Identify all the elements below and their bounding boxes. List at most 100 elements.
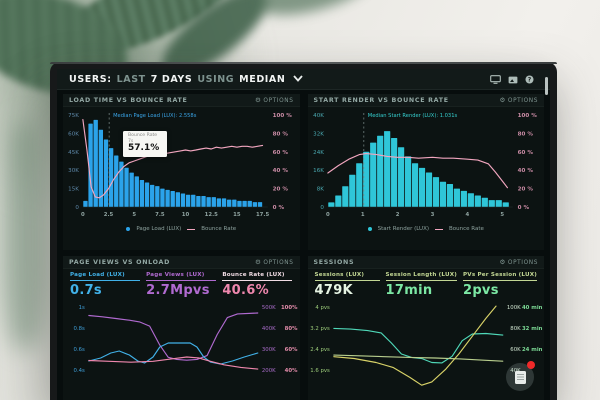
svg-text:0.4s: 0.4s — [74, 368, 86, 374]
svg-text:100%: 100% — [281, 305, 298, 311]
tooltip-value: 57.1% — [128, 143, 160, 154]
gear-icon: ⚙ — [254, 258, 262, 267]
svg-text:100 %: 100 % — [517, 113, 537, 119]
header-last-label: LAST — [116, 74, 146, 85]
svg-text:60K: 60K — [510, 347, 521, 353]
header-metric-value: MEDIAN — [239, 74, 286, 85]
gear-icon: ⚙ — [254, 96, 262, 105]
svg-text:17.5: 17.5 — [256, 212, 269, 218]
header-using-label: USING — [197, 74, 235, 85]
help-icon[interactable]: ? — [525, 75, 534, 84]
svg-text:400K: 400K — [262, 326, 276, 332]
svg-text:10: 10 — [182, 212, 190, 218]
svg-text:0: 0 — [320, 205, 324, 211]
metric-sessions[interactable]: Sessions (LUX) 479K — [314, 272, 380, 298]
svg-text:16K: 16K — [313, 168, 324, 174]
svg-text:20 %: 20 % — [517, 187, 533, 193]
plant-leaf — [2, 120, 48, 350]
svg-text:2.4 pvs: 2.4 pvs — [310, 347, 330, 353]
users-range-dropdown[interactable]: USERS: LAST 7 DAYS USING MEDIAN — [69, 74, 304, 85]
legend-line-swatch — [187, 228, 196, 230]
svg-text:60 %: 60 % — [517, 150, 533, 156]
svg-text:0 %: 0 % — [273, 205, 285, 211]
svg-text:80K: 80K — [510, 326, 521, 332]
legend-line-swatch — [435, 228, 443, 230]
svg-text:32 min: 32 min — [521, 326, 542, 332]
plant-leaf — [251, 0, 379, 25]
svg-text:4: 4 — [465, 212, 469, 218]
svg-text:40 %: 40 % — [517, 168, 533, 174]
svg-text:15K: 15K — [68, 187, 79, 193]
svg-text:1s: 1s — [79, 305, 85, 311]
svg-text:80 %: 80 % — [273, 131, 289, 137]
metric-session-length[interactable]: Session Length (LUX) 17min — [385, 272, 457, 298]
svg-text:100K: 100K — [506, 305, 520, 311]
scrollbar[interactable] — [545, 77, 548, 95]
dashboard-screen: USERS: LAST 7 DAYS USING MEDIAN ? — [57, 69, 550, 400]
options-button[interactable]: ⚙ OPTIONS — [499, 258, 538, 267]
gear-icon: ⚙ — [499, 96, 506, 105]
svg-text:0.8s: 0.8s — [74, 326, 86, 332]
chevron-down-icon[interactable] — [293, 74, 304, 85]
svg-text:80 %: 80 % — [517, 131, 533, 137]
chart-tooltip: Bounce Rate 7s 57.1% — [123, 131, 167, 158]
svg-text:0: 0 — [75, 205, 79, 211]
options-button[interactable]: ⚙ OPTIONS — [254, 258, 294, 267]
legend-label: Bounce Rate — [201, 226, 237, 232]
svg-text:60K: 60K — [68, 131, 79, 137]
svg-text:500K: 500K — [262, 305, 276, 311]
dashboard-header: USERS: LAST 7 DAYS USING MEDIAN ? — [57, 69, 550, 90]
panel-grid: LOAD TIME VS BOUNCE RATE ⚙ OPTIONS 75K 60… — [63, 94, 544, 400]
svg-text:24K: 24K — [313, 150, 324, 156]
laptop: USERS: LAST 7 DAYS USING MEDIAN ? — [50, 62, 557, 400]
svg-text:40 %: 40 % — [273, 168, 289, 174]
notes-button[interactable] — [506, 361, 535, 391]
panel-load-time: LOAD TIME VS BOUNCE RATE ⚙ OPTIONS 75K 60… — [63, 94, 300, 250]
metric-page-views[interactable]: Page Views (LUX) 2.7Mpvs — [146, 272, 217, 298]
tooltip-title: Bounce Rate — [128, 133, 158, 138]
svg-text:3.2 pvs: 3.2 pvs — [310, 326, 330, 332]
legend-label: Page Load (LUX) — [136, 226, 182, 232]
legend-dot-swatch — [126, 227, 131, 231]
metric-row: Sessions (LUX) 479K Session Length (LUX)… — [308, 269, 545, 299]
svg-text:0.6s: 0.6s — [74, 347, 86, 353]
load-time-chart[interactable]: 75K 60K 45K 30K 15K 0 100 % 80 % 60 % 40 % 20 % 0 %… — [63, 107, 300, 225]
legend-label: Bounce Rate — [449, 226, 484, 232]
panel-start-render: START RENDER VS BOUNCE RATE ⚙ OPTIONS 40… — [307, 94, 545, 250]
notes-icon — [514, 370, 526, 384]
panel-sessions: SESSIONS ⚙ OPTIONS Sessions (LUX) 479K S… — [307, 256, 545, 400]
options-button[interactable]: ⚙ OPTIONS — [499, 96, 538, 105]
svg-text:12.5: 12.5 — [205, 212, 218, 218]
svg-text:30K: 30K — [68, 168, 79, 174]
svg-text:200K: 200K — [262, 368, 276, 374]
svg-text:?: ? — [528, 77, 532, 84]
page-views-chart[interactable]: 1s 0.8s 0.6s 0.4s 500K 100% 400K 80% 300K 60% 200K… — [63, 299, 300, 387]
svg-text:40 min: 40 min — [521, 305, 542, 311]
svg-text:60%: 60% — [285, 347, 298, 353]
header-range-value: 7 DAYS — [150, 74, 193, 85]
svg-text:20 %: 20 % — [273, 187, 289, 193]
metric-row: Page Load (LUX) 0.7s Page Views (LUX) 2.… — [63, 269, 300, 299]
legend-dot-swatch — [367, 227, 372, 231]
svg-text:300K: 300K — [262, 347, 276, 353]
svg-text:24 min: 24 min — [521, 347, 542, 353]
svg-text:3: 3 — [430, 212, 434, 218]
gear-icon: ⚙ — [499, 258, 506, 267]
svg-text:1: 1 — [360, 212, 364, 218]
start-render-chart[interactable]: 40K 32K 24K 16K 8K 0 100 % 80 % 60 % 40 % 20 % 0 % 0… — [308, 107, 545, 225]
svg-text:80%: 80% — [285, 326, 298, 332]
image-icon[interactable] — [508, 76, 518, 84]
monitor-icon[interactable] — [490, 75, 501, 84]
svg-text:40%: 40% — [285, 368, 298, 374]
svg-text:4 pvs: 4 pvs — [315, 305, 330, 311]
svg-text:5: 5 — [132, 212, 136, 218]
metric-bounce-rate[interactable]: Bounce Rate (LUX) 40.6% — [222, 272, 293, 298]
svg-text:7.5: 7.5 — [155, 212, 165, 218]
metric-pvs-per-session[interactable]: PVs Per Session (LUX) 2pvs — [462, 272, 537, 298]
svg-text:15: 15 — [233, 212, 241, 218]
metric-page-load[interactable]: Page Load (LUX) 0.7s — [70, 272, 141, 298]
chart-legend: Page Load (LUX) Bounce Rate — [63, 226, 300, 232]
svg-text:2.5: 2.5 — [104, 212, 114, 218]
svg-text:0: 0 — [326, 212, 330, 218]
options-button[interactable]: ⚙ OPTIONS — [254, 96, 294, 105]
